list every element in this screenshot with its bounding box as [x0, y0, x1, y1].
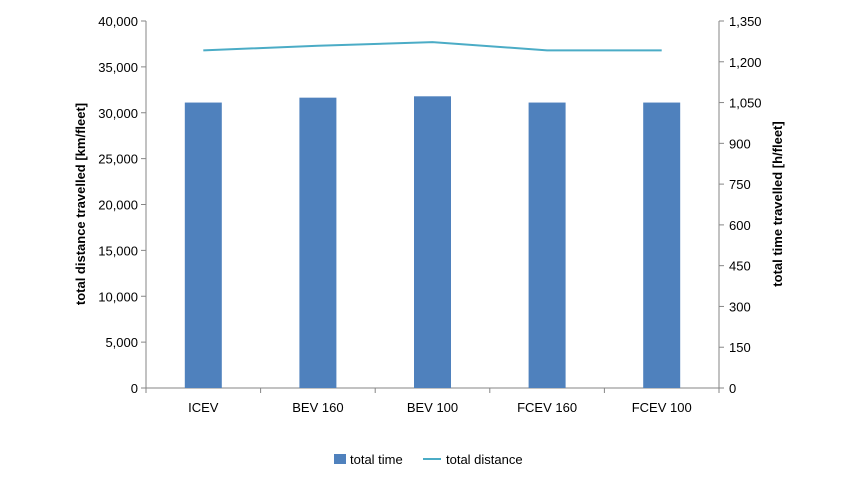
y-tick-label-right: 750	[729, 177, 751, 192]
y-tick-label-left: 20,000	[98, 198, 138, 213]
legend-label-total-time: total time	[350, 452, 403, 467]
x-tick-label: FCEV 160	[517, 400, 577, 415]
y-tick-label-right: 1,200	[729, 55, 762, 70]
x-tick-label: ICEV	[188, 400, 219, 415]
y-tick-label-right: 1,350	[729, 14, 762, 29]
x-tick-label: BEV 100	[407, 400, 458, 415]
y-tick-label-right: 300	[729, 299, 751, 314]
legend-swatch-total-time	[334, 454, 346, 464]
line-total-distance	[203, 41, 662, 52]
y-tick-label-left: 30,000	[98, 106, 138, 121]
bar-total-time	[184, 102, 222, 389]
legend-label-total-distance: total distance	[446, 452, 523, 467]
y-tick-label-right: 0	[729, 381, 736, 396]
y-tick-label-right: 150	[729, 340, 751, 355]
y-tick-label-left: 35,000	[98, 60, 138, 75]
line-layer	[203, 41, 662, 52]
y-axis-title-left: total distance travelled [km/fleet]	[73, 103, 88, 305]
y-tick-label-left: 15,000	[98, 243, 138, 258]
bar-total-time	[414, 96, 451, 388]
y-tick-label-right: 1,050	[729, 96, 762, 111]
bar-total-time	[528, 102, 566, 389]
x-tick-label: FCEV 100	[632, 400, 692, 415]
y-axis-title-right: total time travelled [h/fleet]	[770, 121, 785, 286]
y-tick-label-right: 600	[729, 218, 751, 233]
y-tick-label-left: 10,000	[98, 289, 138, 304]
y-tick-label-left: 5,000	[105, 335, 138, 350]
bar-total-time	[643, 102, 681, 389]
y-tick-label-left: 25,000	[98, 152, 138, 167]
y-tick-label-left: 40,000	[98, 14, 138, 29]
x-tick-label: BEV 160	[292, 400, 343, 415]
y-tick-label-left: 0	[131, 381, 138, 396]
y-tick-label-right: 900	[729, 136, 751, 151]
y-tick-label-right: 450	[729, 259, 751, 274]
axis-layer: 0 5,000 10,000 15,000 20,000 25,000 30,000 35,0…	[98, 14, 761, 415]
legend: total time total distance	[334, 452, 523, 467]
bars-layer	[184, 96, 681, 389]
bar-total-time	[299, 97, 337, 388]
